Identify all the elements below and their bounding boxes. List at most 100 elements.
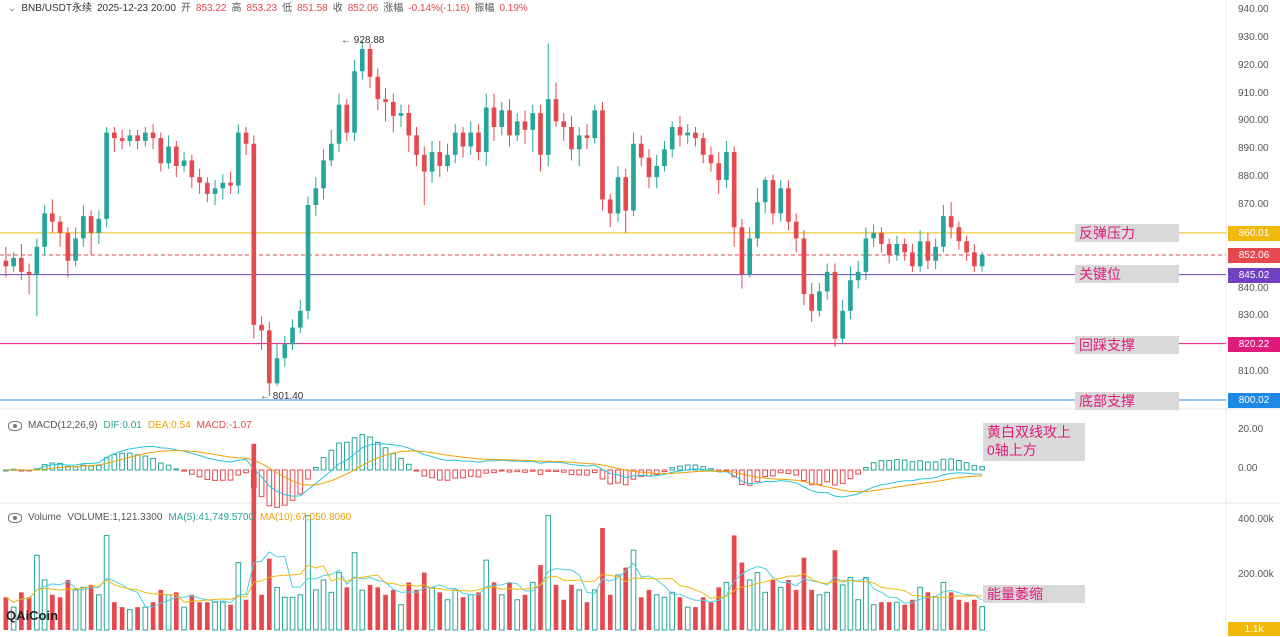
volume-bar (684, 606, 691, 631)
dif-value: DIF:0.01 (103, 420, 142, 431)
volume-bar (538, 565, 543, 630)
volume-bar (801, 557, 807, 630)
candle-body (855, 271, 861, 281)
candle-body (73, 238, 78, 261)
macd-bar (243, 469, 249, 474)
macd-bar (870, 462, 877, 471)
candle-body (739, 227, 745, 275)
macd-bar (599, 469, 606, 480)
candle-body (576, 135, 582, 150)
collapse-icon[interactable]: ⌄ (8, 3, 17, 14)
volume-bar (902, 604, 907, 630)
volume-bar (103, 534, 110, 631)
macd-bar (367, 436, 373, 471)
macd-bar (398, 457, 404, 471)
ohlc-header: ⌄ BNB/USDT永续 2025-12-23 20:00 开 853.22 高… (8, 2, 528, 16)
volume-bar (514, 599, 521, 631)
candle-body (654, 166, 660, 178)
candle-body (762, 179, 768, 203)
candle-body (917, 241, 923, 267)
macd-bar (212, 469, 218, 481)
macd-legend: MACD(12,26,9) DIF:0.01 DEA:0.54 MACD:-1.… (8, 420, 252, 431)
volume-bar (855, 599, 861, 631)
volume-bar (700, 597, 706, 630)
volume-bar (816, 594, 823, 631)
volume-bar (940, 581, 947, 631)
volume-bar (10, 606, 17, 631)
macd-bar (669, 467, 676, 471)
candle-body (135, 135, 140, 141)
macd-axis-20: 20.00 (1238, 424, 1264, 435)
macd-bar (483, 469, 490, 474)
macd-note-line1: 黄白双线攻上 (987, 424, 1071, 440)
close-value: 852.06 (347, 3, 379, 14)
volume-bar (367, 584, 373, 630)
volume-bar (770, 579, 776, 630)
candle-body (297, 310, 303, 328)
aicoin-logo: QAiCoin (6, 608, 59, 623)
macd-bar (653, 469, 660, 475)
volume-title[interactable]: Volume (28, 512, 62, 523)
volume-bar (591, 589, 598, 631)
pullback-support-note: 回踩支撑 (1075, 336, 1179, 354)
macd-title[interactable]: MACD(12,26,9) (28, 420, 98, 431)
macd-bar (894, 459, 900, 471)
candle-body (871, 232, 876, 239)
volume-bar (491, 582, 497, 630)
volume-bar (677, 597, 683, 630)
price-axis-label: 940.00 (1238, 4, 1269, 15)
candle-body (685, 132, 691, 136)
macd-bar (204, 469, 211, 480)
amplitude-value: 0.19% (499, 3, 528, 14)
volume-bar (886, 602, 892, 630)
volume-bar (158, 589, 164, 630)
macd-bar (312, 466, 319, 471)
macd-bar (134, 454, 141, 471)
candle-body (282, 344, 288, 359)
candle-body (158, 138, 164, 164)
macd-bar (436, 469, 443, 481)
volume-bar (956, 599, 962, 630)
volume-bar (359, 589, 366, 631)
volume-bar (476, 592, 481, 630)
candle-body (3, 260, 9, 267)
candle-body (112, 132, 117, 139)
candle-body (646, 157, 652, 178)
candle-body (406, 113, 412, 136)
price-tag: 845.02 (1228, 267, 1280, 283)
macd-bar (328, 449, 335, 471)
eye-icon[interactable] (8, 420, 22, 431)
macd-bar (258, 469, 265, 498)
volume-bar (274, 586, 280, 631)
candle-body (731, 152, 737, 228)
candle-body (638, 143, 644, 158)
candle-body (832, 271, 838, 339)
candle-body (786, 188, 791, 222)
volume-bar (96, 594, 102, 631)
macd-bar (65, 466, 71, 471)
macd-bar (413, 469, 420, 472)
candle-body (747, 238, 753, 275)
volume-bar (809, 589, 814, 630)
macd-bar (266, 469, 273, 507)
macd-bar (692, 464, 699, 471)
price-tag: 860.01 (1228, 225, 1280, 241)
volume-bar (607, 594, 613, 630)
symbol-label[interactable]: BNB/USDT永续 (21, 3, 92, 14)
macd-bar (754, 469, 761, 483)
macd-bar (909, 461, 916, 471)
candle-body (34, 246, 40, 275)
candle-body (693, 132, 698, 139)
eye-icon[interactable] (8, 512, 22, 523)
volume-bar (197, 602, 202, 630)
bottom-support-note: 底部支撑 (1075, 392, 1179, 410)
volume-bar (406, 582, 412, 630)
volume-bar (693, 607, 698, 630)
candle-body (344, 104, 350, 133)
volume-bar (824, 591, 830, 631)
volume-bar (569, 584, 574, 630)
macd-bar (545, 469, 552, 472)
candle-body (321, 160, 326, 189)
